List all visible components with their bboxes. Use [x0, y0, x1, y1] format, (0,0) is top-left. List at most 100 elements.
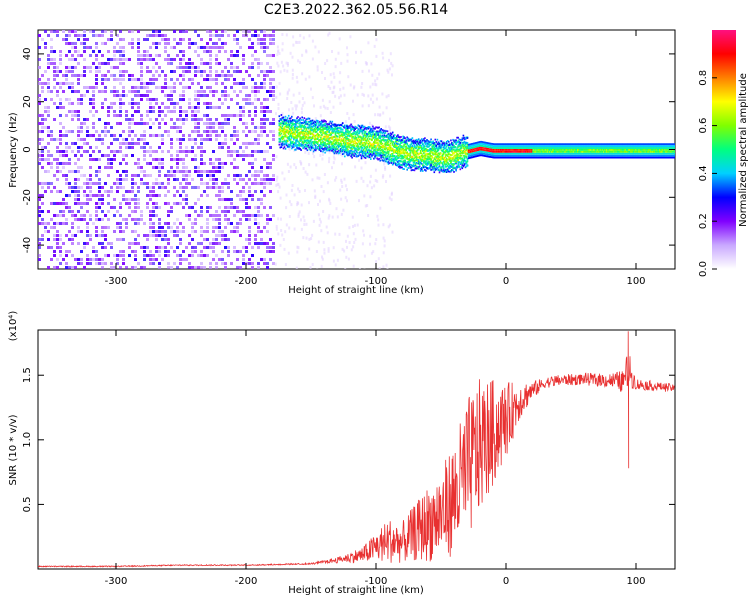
heatmap-cell — [302, 132, 304, 134]
heatmap-cell — [399, 139, 401, 141]
heatmap-cell — [149, 218, 152, 221]
heatmap-cell — [375, 133, 377, 135]
heatmap-cell — [359, 140, 362, 143]
heatmap-cell — [170, 226, 173, 229]
heatmap-cell — [409, 148, 412, 151]
heatmap-cell — [236, 70, 239, 73]
heatmap-cell — [131, 210, 134, 213]
heatmap-cell — [286, 131, 289, 134]
heatmap-cell — [155, 234, 158, 237]
heatmap-cell — [161, 238, 164, 241]
heatmap-cell — [381, 51, 384, 55]
heatmap-cell — [374, 155, 376, 158]
heatmap-cell — [68, 42, 71, 45]
heatmap-cell — [167, 190, 170, 193]
heatmap-cell — [383, 143, 386, 146]
heatmap-cell — [170, 94, 173, 97]
heatmap-cell — [336, 135, 339, 138]
heatmap-cell — [152, 166, 155, 169]
heatmap-cell — [287, 143, 290, 146]
heatmap-cell — [194, 126, 197, 129]
heatmap-cell — [372, 133, 374, 136]
heatmap-cell — [325, 144, 327, 147]
heatmap-cell — [140, 114, 143, 117]
heatmap-cell — [307, 152, 310, 155]
heatmap-cell — [224, 214, 227, 217]
heatmap-cell — [353, 241, 356, 244]
heatmap-cell — [131, 198, 134, 201]
heatmap-cell — [149, 194, 152, 197]
heatmap-cell — [92, 134, 95, 137]
heatmap-cell — [361, 153, 364, 156]
heatmap-cell — [323, 120, 325, 123]
heatmap-cell — [292, 146, 294, 149]
heatmap-cell — [248, 186, 251, 189]
heatmap-cell — [392, 134, 395, 137]
heatmap-cell — [381, 150, 384, 153]
heatmap-cell — [369, 146, 371, 149]
heatmap-cell — [182, 186, 185, 189]
heatmap-cell — [146, 194, 149, 197]
heatmap-cell — [152, 34, 155, 37]
heatmap-cell — [288, 226, 291, 230]
heatmap-cell — [53, 202, 56, 205]
heatmap-cell — [233, 214, 236, 217]
heatmap-cell — [59, 246, 62, 249]
heatmap-cell — [251, 266, 254, 269]
heatmap-cell — [53, 118, 56, 121]
heatmap-cell — [152, 122, 155, 125]
heatmap-cell — [212, 130, 215, 133]
heatmap-cell — [346, 127, 348, 129]
heatmap-cell — [224, 234, 227, 237]
heatmap-cell — [318, 176, 321, 180]
heatmap-cell — [65, 182, 68, 185]
heatmap-cell — [279, 134, 282, 137]
heatmap-cell — [92, 126, 95, 129]
heatmap-cell — [194, 142, 197, 145]
heatmap-cell — [197, 90, 200, 93]
heatmap-cell — [74, 190, 77, 193]
heatmap-cell — [296, 131, 298, 134]
heatmap-cell — [356, 223, 359, 227]
heatmap-cell — [380, 149, 382, 151]
heatmap-cell — [291, 115, 293, 118]
heatmap-cell — [110, 242, 113, 245]
heatmap-cell — [185, 182, 188, 185]
heatmap-cell — [416, 156, 419, 159]
heatmap-cell — [83, 42, 86, 45]
heatmap-cell — [140, 146, 143, 149]
heatmap-cell — [412, 158, 415, 160]
heatmap-cell — [381, 132, 384, 135]
heatmap-cell — [423, 155, 425, 158]
heatmap-cell — [53, 214, 56, 217]
heatmap-cell — [349, 124, 351, 127]
heatmap-cell — [405, 152, 407, 155]
heatmap-cell — [386, 158, 389, 160]
heatmap-cell — [295, 124, 297, 127]
heatmap-cell — [298, 40, 301, 44]
heatmap-cell — [327, 140, 329, 143]
heatmap-cell — [107, 158, 110, 161]
heatmap-cell — [352, 264, 355, 268]
heatmap-cell — [263, 86, 266, 89]
heatmap-cell — [62, 30, 65, 33]
heatmap-cell — [318, 128, 320, 131]
heatmap-cell — [310, 87, 312, 91]
heatmap-cell — [410, 140, 413, 143]
heatmap-cell — [245, 198, 248, 201]
heatmap-cell — [299, 124, 301, 127]
heatmap-cell — [312, 150, 315, 153]
heatmap-cell — [304, 135, 307, 138]
heatmap-cell — [227, 254, 230, 257]
heatmap-cell — [248, 214, 251, 217]
heatmap-cell — [360, 50, 363, 54]
heatmap-cell — [414, 156, 417, 158]
heatmap-cell — [116, 254, 119, 257]
heatmap-cell — [293, 143, 295, 146]
heatmap-cell — [125, 142, 128, 145]
heatmap-cell — [239, 198, 242, 201]
heatmap-cell — [251, 214, 254, 217]
heatmap-cell — [395, 158, 397, 160]
heatmap-cell — [92, 94, 95, 97]
heatmap-cell — [338, 232, 341, 236]
